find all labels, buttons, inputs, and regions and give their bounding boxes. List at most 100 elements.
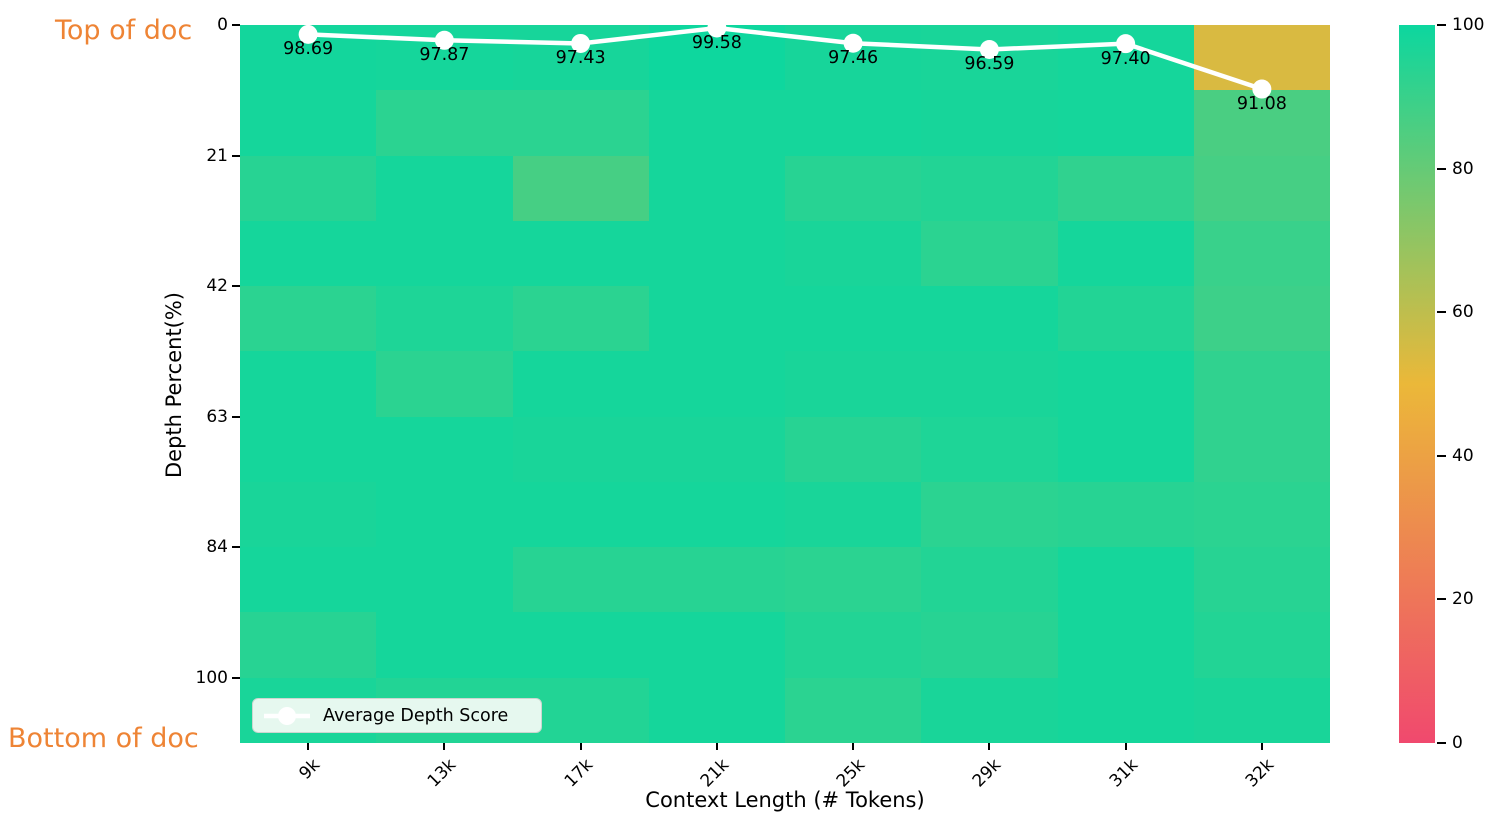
heatmap-cell bbox=[376, 351, 514, 418]
heatmap-cell bbox=[1057, 677, 1195, 743]
heatmap-cell bbox=[648, 416, 786, 483]
colorbar-tick-mark bbox=[1437, 24, 1446, 26]
legend-line-marker-icon bbox=[264, 706, 310, 725]
point-label: 97.40 bbox=[1100, 48, 1151, 69]
heatmap-cell bbox=[1193, 351, 1330, 418]
colorbar-tick-mark bbox=[1437, 598, 1446, 601]
line-marker bbox=[571, 33, 591, 53]
top-of-doc-annotation: Top of doc bbox=[55, 15, 193, 46]
y-tick-mark bbox=[232, 154, 240, 157]
point-label: 91.08 bbox=[1236, 94, 1287, 115]
line-marker bbox=[1252, 79, 1272, 99]
heatmap-cell bbox=[921, 286, 1059, 353]
colorbar-tick-label: 60 bbox=[1452, 302, 1474, 323]
point-label: 97.43 bbox=[555, 48, 606, 69]
heatmap-cell bbox=[512, 481, 650, 549]
heatmap-cell bbox=[785, 416, 923, 483]
y-tick-label: 100 bbox=[195, 667, 228, 688]
heatmap-cell bbox=[921, 90, 1059, 157]
colorbar bbox=[1399, 25, 1435, 743]
heatmap-cell bbox=[785, 220, 923, 288]
heatmap-cell bbox=[1057, 416, 1195, 483]
x-tick-mark bbox=[715, 743, 718, 750]
y-tick-label: 21 bbox=[206, 145, 228, 166]
point-label: 96.59 bbox=[964, 54, 1015, 75]
heatmap-cell bbox=[512, 547, 650, 614]
heatmap-cell bbox=[785, 155, 923, 222]
colorbar-tick-label: 100 bbox=[1452, 15, 1485, 35]
heatmap-cell bbox=[648, 547, 786, 614]
point-label: 97.46 bbox=[828, 48, 879, 69]
heatmap-cell bbox=[240, 416, 378, 483]
colorbar-tick-mark bbox=[1437, 742, 1446, 744]
line-marker bbox=[843, 33, 863, 53]
heatmap-cell bbox=[240, 481, 378, 549]
heatmap-cell bbox=[512, 90, 650, 157]
heatmap-cell bbox=[1057, 612, 1195, 679]
heatmap-cell bbox=[1193, 286, 1330, 353]
heatmap-cell bbox=[1057, 351, 1195, 418]
y-axis-label: Depth Percent(%) bbox=[162, 292, 186, 478]
heatmap-cell bbox=[648, 90, 786, 157]
heatmap-cell bbox=[785, 481, 923, 549]
heatmap-cell bbox=[921, 481, 1059, 549]
heatmap-cell bbox=[1057, 481, 1195, 549]
heatmap-cell bbox=[376, 547, 514, 614]
heatmap-cell bbox=[240, 547, 378, 614]
legend: Average Depth Score bbox=[252, 698, 542, 733]
heatmap-cell bbox=[1193, 416, 1330, 483]
heatmap-cell bbox=[512, 416, 650, 483]
heatmap-cell bbox=[921, 547, 1059, 614]
heatmap-cell bbox=[1193, 612, 1330, 679]
heatmap-cell bbox=[376, 416, 514, 483]
bottom-of-doc-annotation: Bottom of doc bbox=[8, 723, 199, 754]
heatmap-cell bbox=[1193, 547, 1330, 614]
heatmap-cell bbox=[648, 220, 786, 288]
colorbar-tick-mark bbox=[1437, 454, 1446, 457]
y-tick-label: 0 bbox=[217, 15, 228, 35]
x-tick-mark bbox=[443, 743, 446, 750]
heatmap-cell bbox=[1057, 220, 1195, 288]
heatmap-cell bbox=[376, 612, 514, 679]
heatmap-cell bbox=[1193, 90, 1330, 157]
y-tick-mark bbox=[232, 285, 240, 288]
heatmap-cell bbox=[1057, 90, 1195, 157]
x-axis-label: Context Length (# Tokens) bbox=[645, 788, 925, 812]
heatmap-cell bbox=[376, 481, 514, 549]
heatmap-cell bbox=[1193, 677, 1330, 743]
colorbar-tick-mark bbox=[1437, 311, 1446, 314]
x-tick-mark bbox=[988, 743, 991, 750]
line-marker bbox=[979, 39, 999, 59]
colorbar-tick-label: 0 bbox=[1452, 733, 1463, 753]
heatmap-cell bbox=[785, 547, 923, 614]
line-marker bbox=[298, 25, 318, 44]
y-tick-mark bbox=[232, 24, 240, 26]
heatmap-cell bbox=[921, 155, 1059, 222]
heatmap-cell bbox=[785, 90, 923, 157]
x-tick-label: 32k bbox=[1241, 755, 1279, 792]
heatmap-plot-area: 98.69 97.87 97.43 99.58 97.46 96.59 97.40 91.08 bbox=[240, 25, 1330, 743]
x-tick-mark bbox=[579, 743, 582, 750]
heatmap-cell bbox=[648, 612, 786, 679]
heatmap-cell bbox=[512, 155, 650, 222]
heatmap-cell bbox=[376, 220, 514, 288]
line-marker bbox=[707, 25, 727, 38]
line-marker bbox=[1116, 34, 1136, 54]
heatmap-cell bbox=[1057, 547, 1195, 614]
colorbar-tick-label: 20 bbox=[1452, 589, 1474, 610]
heatmap-cell bbox=[648, 677, 786, 743]
colorbar-tick-label: 40 bbox=[1452, 445, 1474, 466]
heatmap-cell bbox=[921, 351, 1059, 418]
heatmap-cell bbox=[1193, 220, 1330, 288]
heatmap-cell bbox=[512, 612, 650, 679]
point-label: 98.69 bbox=[283, 39, 334, 60]
heatmap-cell bbox=[240, 220, 378, 288]
heatmap-cell bbox=[921, 677, 1059, 743]
y-tick-label: 42 bbox=[206, 276, 228, 297]
heatmap-cell bbox=[921, 220, 1059, 288]
colorbar-tick-mark bbox=[1437, 167, 1446, 170]
x-tick-mark bbox=[307, 743, 310, 750]
heatmap-cell bbox=[648, 286, 786, 353]
legend-label: Average Depth Score bbox=[323, 705, 509, 726]
